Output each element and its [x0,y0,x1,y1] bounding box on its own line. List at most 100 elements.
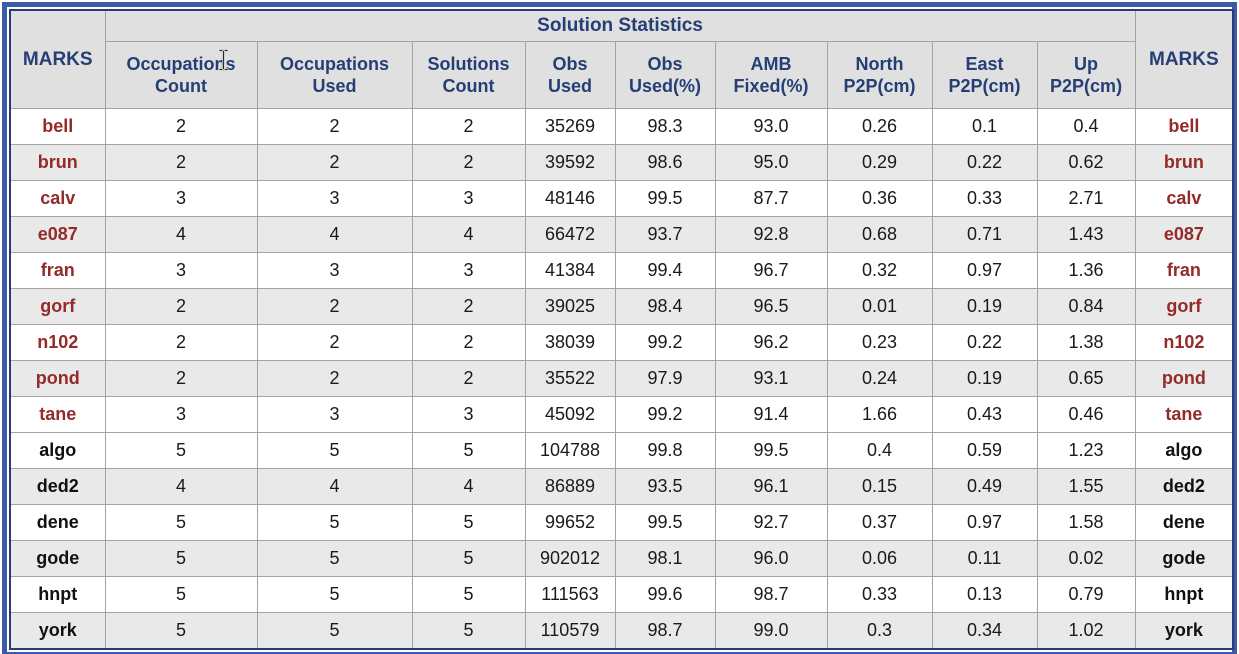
value-cell-col2: 2 [411,144,526,181]
value-cell-col0: 5 [104,432,258,469]
value-cell-col4: 99.5 [614,504,716,541]
mark-cell-right[interactable]: pond [1134,360,1234,397]
mark-cell-left[interactable]: brun [9,144,106,181]
value-cell-col4: 98.7 [614,612,716,650]
value-cell-col5: 91.4 [714,396,828,433]
value-cell-col8: 0.46 [1036,396,1136,433]
value-cell-col1: 5 [256,432,413,469]
value-cell-col2: 2 [411,324,526,361]
column-header-1: Occupations Used [256,41,413,109]
value-cell-col6: 0.01 [826,288,933,325]
table-row: e087 4 4 4 66472 93.7 92.8 0.68 0.71 1.43 e087 [9,216,1234,253]
mark-cell-left[interactable]: bell [9,108,106,145]
value-cell-col2: 2 [411,360,526,397]
value-cell-col6: 0.15 [826,468,933,505]
value-cell-col1: 5 [256,576,413,613]
value-cell-col7: 0.49 [931,468,1038,505]
mark-cell-left[interactable]: ded2 [9,468,106,505]
table-row: calv 3 3 3 48146 99.5 87.7 0.36 0.33 2.71 calv [9,180,1234,217]
mark-cell-left[interactable]: e087 [9,216,106,253]
value-cell-col0: 5 [104,540,258,577]
value-cell-col2: 3 [411,396,526,433]
value-cell-col1: 3 [256,396,413,433]
value-cell-col3: 104788 [524,432,616,469]
mark-cell-right[interactable]: brun [1134,144,1234,181]
mark-cell-right[interactable]: gode [1134,540,1234,577]
value-cell-col3: 86889 [524,468,616,505]
value-cell-col2: 5 [411,612,526,650]
value-cell-col7: 0.59 [931,432,1038,469]
value-cell-col3: 41384 [524,252,616,289]
value-cell-col5: 96.2 [714,324,828,361]
value-cell-col1: 2 [256,288,413,325]
value-cell-col1: 5 [256,504,413,541]
mark-cell-right[interactable]: hnpt [1134,576,1234,613]
mark-cell-right[interactable]: calv [1134,180,1234,217]
value-cell-col8: 0.79 [1036,576,1136,613]
mark-cell-right[interactable]: dene [1134,504,1234,541]
value-cell-col5: 93.1 [714,360,828,397]
value-cell-col5: 98.7 [714,576,828,613]
value-cell-col5: 99.0 [714,612,828,650]
value-cell-col5: 96.7 [714,252,828,289]
value-cell-col4: 99.6 [614,576,716,613]
value-cell-col2: 4 [411,216,526,253]
value-cell-col5: 96.5 [714,288,828,325]
table-row: brun 2 2 2 39592 98.6 95.0 0.29 0.22 0.62 brun [9,144,1234,181]
table-row: dene 5 5 5 99652 99.5 92.7 0.37 0.97 1.58 dene [9,504,1234,541]
value-cell-col2: 3 [411,252,526,289]
mark-cell-left[interactable]: gode [9,540,106,577]
value-cell-col2: 5 [411,576,526,613]
mark-cell-left[interactable]: gorf [9,288,106,325]
value-cell-col8: 1.55 [1036,468,1136,505]
mark-cell-right[interactable]: algo [1134,432,1234,469]
mark-cell-right[interactable]: tane [1134,396,1234,433]
value-cell-col7: 0.19 [931,360,1038,397]
value-cell-col7: 0.1 [931,108,1038,145]
value-cell-col3: 38039 [524,324,616,361]
mark-cell-right[interactable]: e087 [1134,216,1234,253]
value-cell-col6: 0.06 [826,540,933,577]
value-cell-col4: 99.5 [614,180,716,217]
table-row: bell 2 2 2 35269 98.3 93.0 0.26 0.1 0.4 bell [9,108,1234,145]
mark-cell-left[interactable]: tane [9,396,106,433]
value-cell-col8: 2.71 [1036,180,1136,217]
value-cell-col3: 39025 [524,288,616,325]
value-cell-col0: 3 [104,396,258,433]
value-cell-col6: 1.66 [826,396,933,433]
mark-cell-right[interactable]: gorf [1134,288,1234,325]
value-cell-col7: 0.19 [931,288,1038,325]
value-cell-col7: 0.11 [931,540,1038,577]
mark-cell-right[interactable]: york [1134,612,1234,650]
mark-cell-right[interactable]: bell [1134,108,1234,145]
column-header-0: Occupations Count [104,41,258,109]
table-row: pond 2 2 2 35522 97.9 93.1 0.24 0.19 0.65 pond [9,360,1234,397]
value-cell-col5: 96.1 [714,468,828,505]
mark-cell-left[interactable]: algo [9,432,106,469]
value-cell-col7: 0.22 [931,144,1038,181]
mark-cell-right[interactable]: fran [1134,252,1234,289]
value-cell-col2: 5 [411,504,526,541]
value-cell-col3: 66472 [524,216,616,253]
value-cell-col4: 98.6 [614,144,716,181]
column-header-2: Solutions Count [411,41,526,109]
mark-cell-left[interactable]: n102 [9,324,106,361]
mark-cell-right[interactable]: n102 [1134,324,1234,361]
value-cell-col6: 0.23 [826,324,933,361]
value-cell-col3: 35522 [524,360,616,397]
mark-cell-left[interactable]: calv [9,180,106,217]
mark-cell-right[interactable]: ded2 [1134,468,1234,505]
column-header-8: Up P2P(cm) [1036,41,1136,109]
mark-cell-left[interactable]: dene [9,504,106,541]
table-row: algo 5 5 5 104788 99.8 99.5 0.4 0.59 1.23 algo [9,432,1234,469]
mark-cell-left[interactable]: fran [9,252,106,289]
value-cell-col0: 5 [104,576,258,613]
value-cell-col7: 0.71 [931,216,1038,253]
mark-cell-left[interactable]: pond [9,360,106,397]
value-cell-col4: 99.8 [614,432,716,469]
mark-cell-left[interactable]: hnpt [9,576,106,613]
header-row-top: MARKS Solution Statistics MARKS [9,9,1234,109]
mark-cell-left[interactable]: york [9,612,106,650]
value-cell-col4: 98.4 [614,288,716,325]
